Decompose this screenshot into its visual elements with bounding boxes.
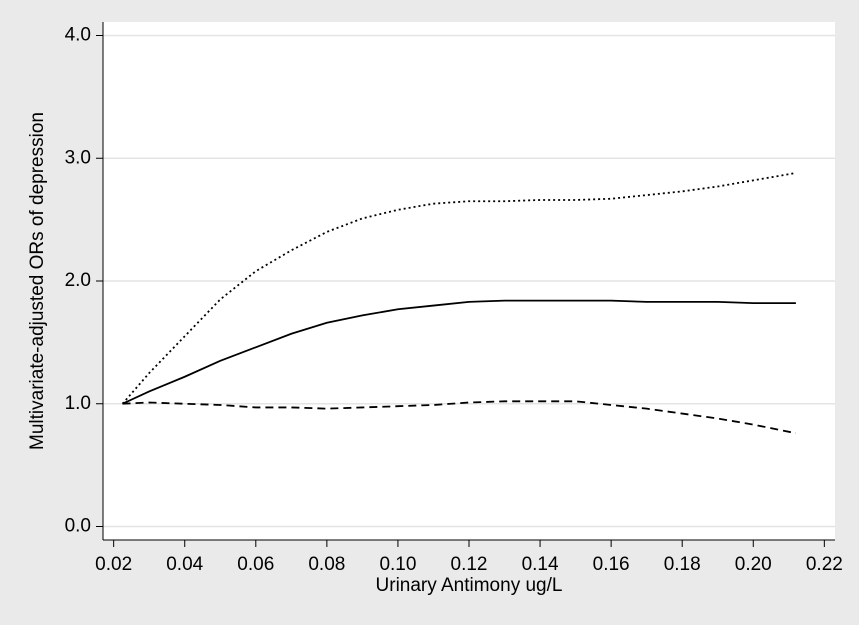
x-tick-label: 0.14 xyxy=(522,554,559,575)
line-series xyxy=(122,400,797,435)
x-axis-title: Urinary Antimony ug/L xyxy=(376,575,563,596)
x-tick-label: 0.06 xyxy=(237,554,274,575)
x-tick-label: 0.16 xyxy=(593,554,630,575)
x-tick-label: 0.18 xyxy=(664,554,701,575)
y-axis-title: Multivariate-adjusted ORs of depression xyxy=(27,112,48,450)
x-tick-label: 0.02 xyxy=(95,554,132,575)
x-tick-label: 0.12 xyxy=(451,554,488,575)
line-series xyxy=(121,172,797,405)
y-tick-label: 4.0 xyxy=(65,25,91,46)
x-tick-label: 0.04 xyxy=(166,554,203,575)
x-tick-label: 0.20 xyxy=(735,554,772,575)
y-tick-label: 0.0 xyxy=(65,516,91,537)
x-tick-label: 0.22 xyxy=(806,554,843,575)
y-tick-label: 1.0 xyxy=(65,393,91,414)
y-tick-label: 3.0 xyxy=(65,147,91,168)
x-tick-label: 0.08 xyxy=(308,554,345,575)
x-tick-label: 0.10 xyxy=(379,554,416,575)
y-tick-label: 2.0 xyxy=(65,270,91,291)
line-series xyxy=(122,299,796,405)
